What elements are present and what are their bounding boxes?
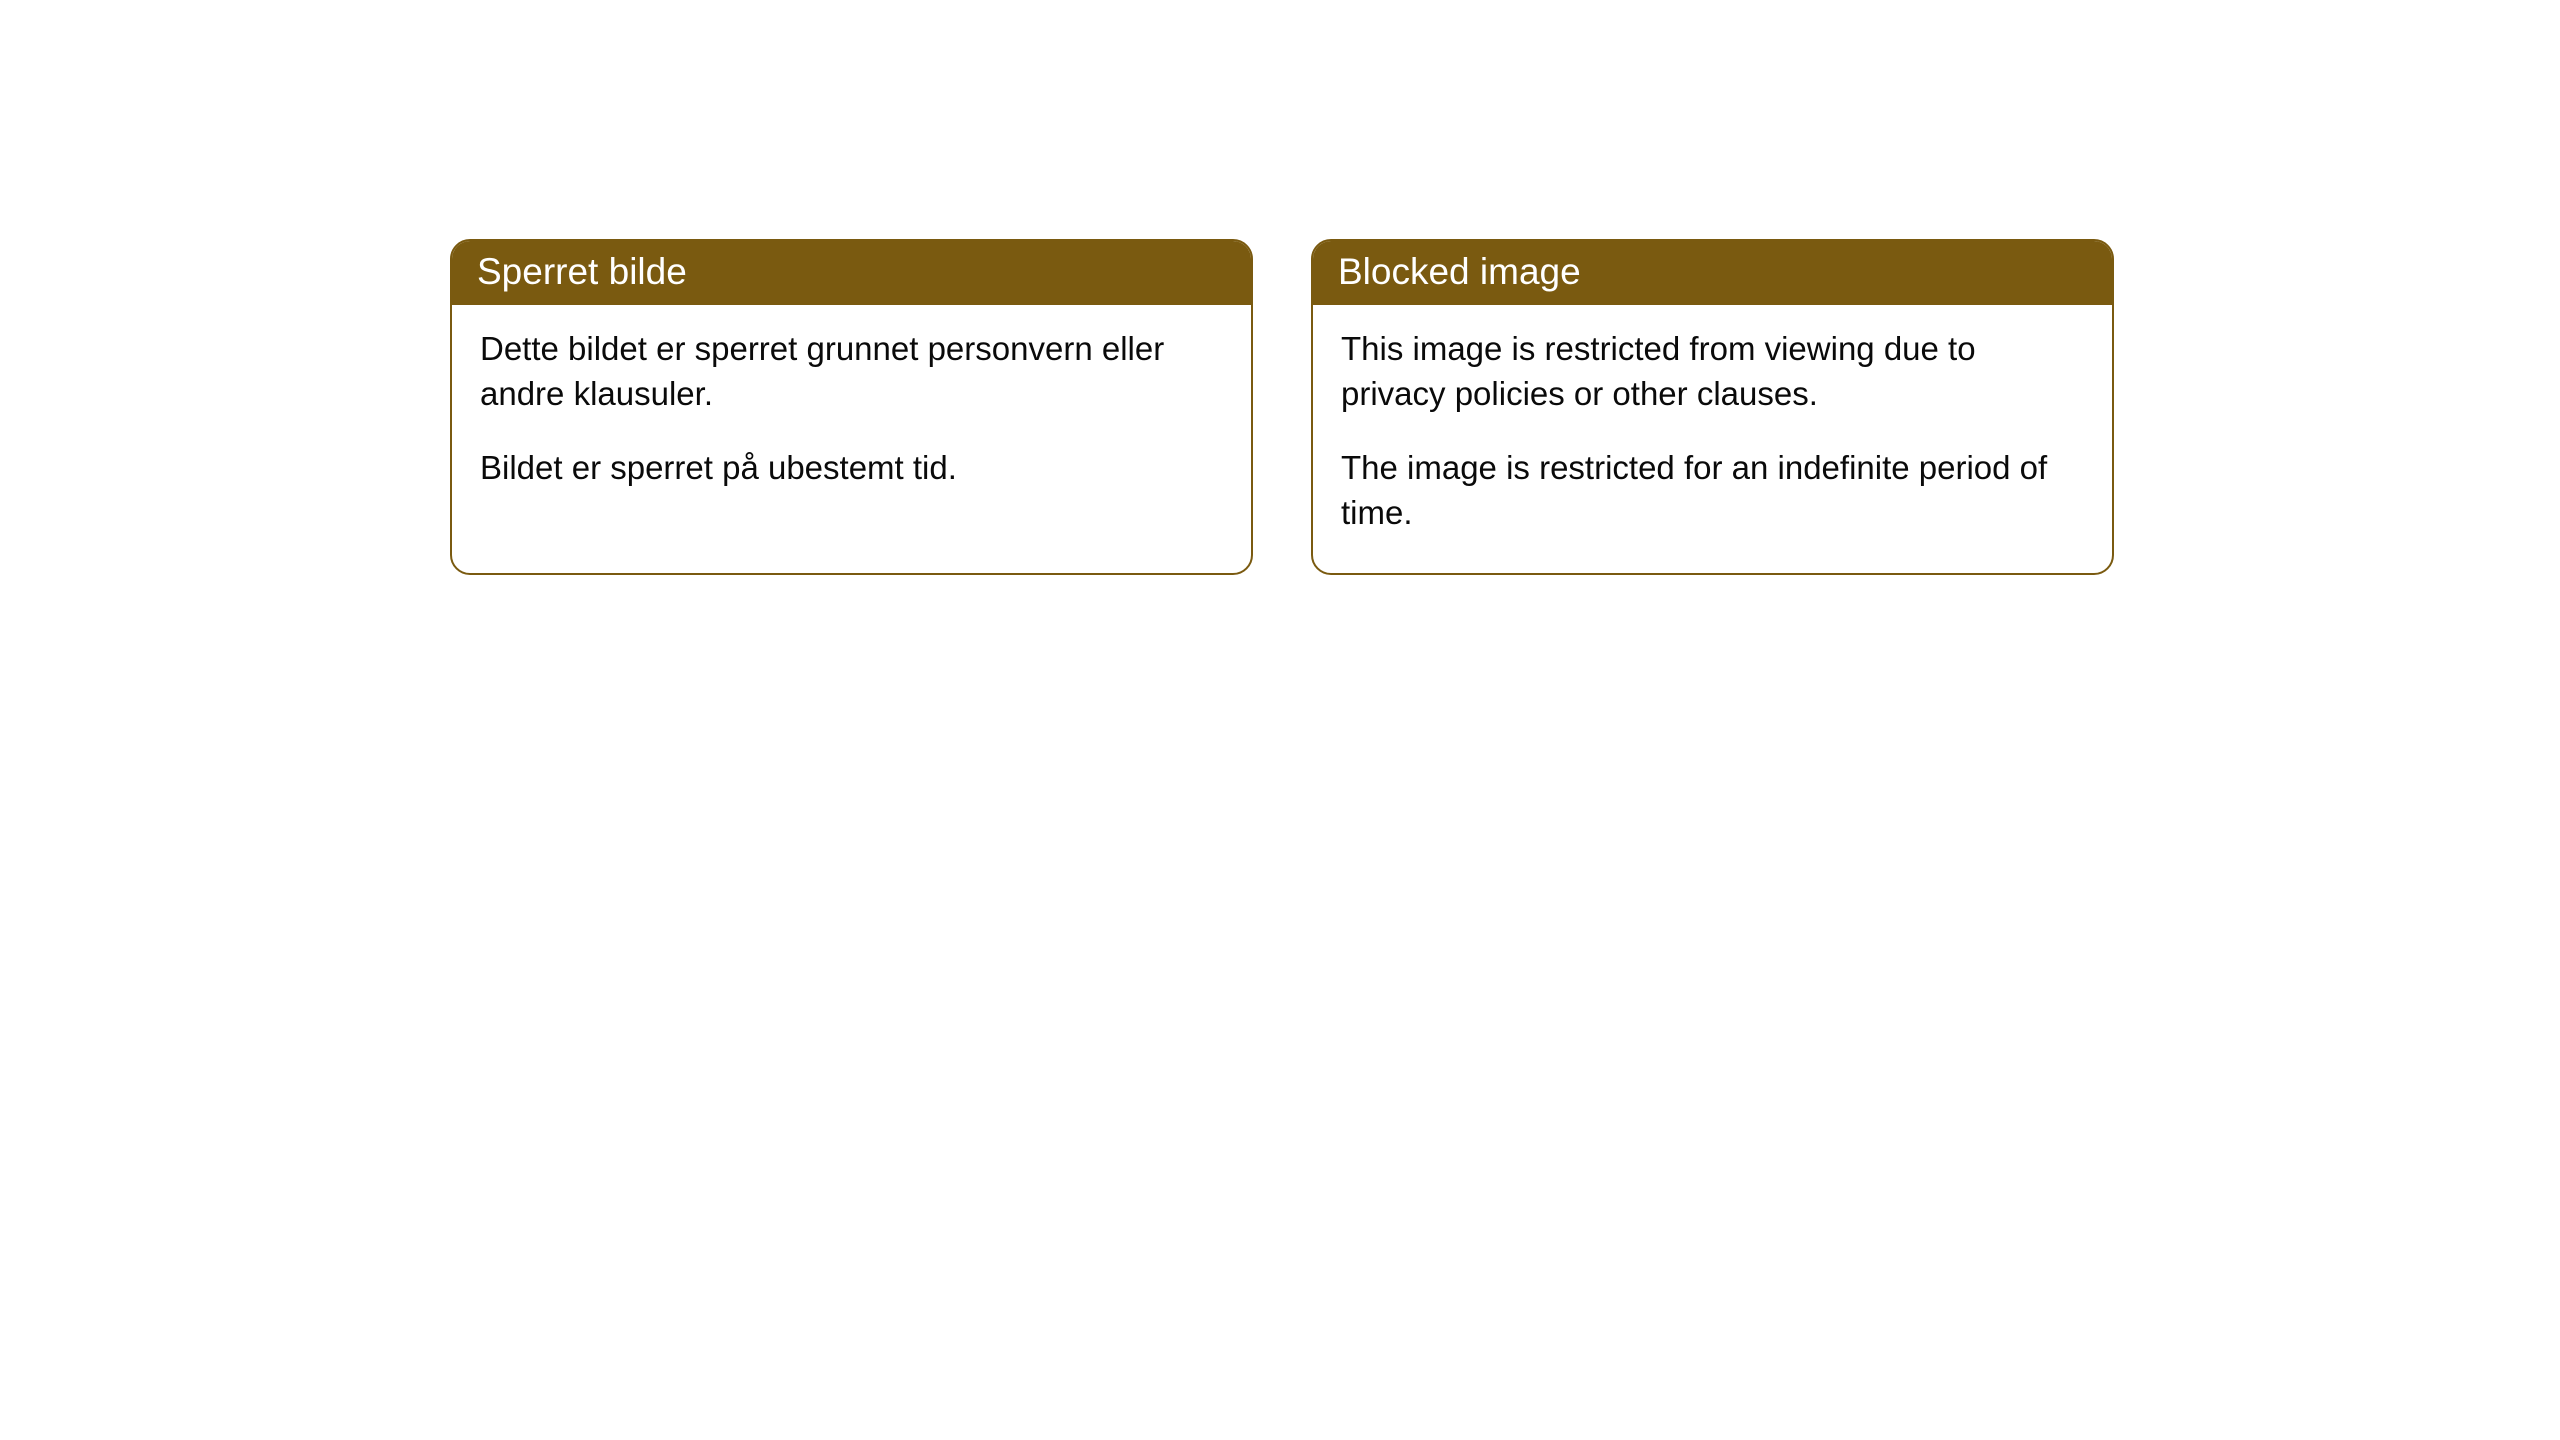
card-header: Sperret bilde: [452, 241, 1251, 305]
card-body: Dette bildet er sperret grunnet personve…: [452, 305, 1251, 529]
card-text-line2: The image is restricted for an indefinit…: [1341, 446, 2084, 535]
blocked-image-card-en: Blocked image This image is restricted f…: [1311, 239, 2114, 575]
blocked-image-card-no: Sperret bilde Dette bildet er sperret gr…: [450, 239, 1253, 575]
card-text-line1: Dette bildet er sperret grunnet personve…: [480, 327, 1223, 416]
card-body: This image is restricted from viewing du…: [1313, 305, 2112, 573]
card-header: Blocked image: [1313, 241, 2112, 305]
card-text-line2: Bildet er sperret på ubestemt tid.: [480, 446, 1223, 491]
card-text-line1: This image is restricted from viewing du…: [1341, 327, 2084, 416]
notice-container: Sperret bilde Dette bildet er sperret gr…: [450, 239, 2114, 575]
